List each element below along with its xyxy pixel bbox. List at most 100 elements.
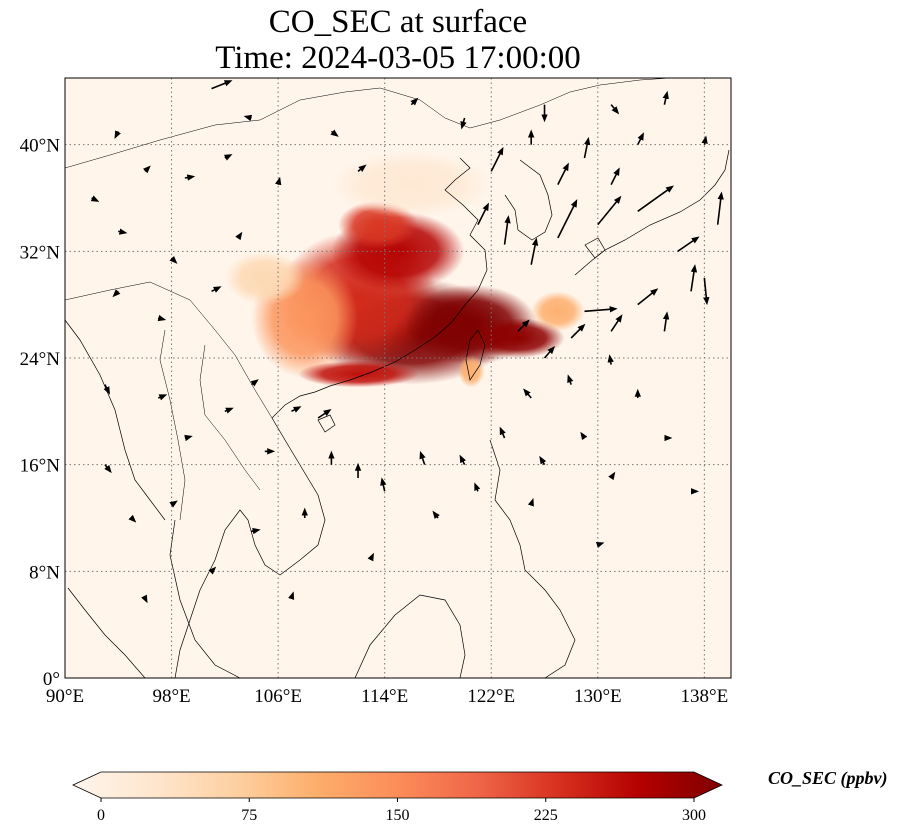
coastline-borneo [354, 594, 466, 678]
wind-arrow [610, 314, 623, 332]
latitude-tick-label: 40°N [20, 136, 61, 157]
colorbar-tick-label: 75 [241, 807, 257, 824]
wind-arrow [251, 527, 261, 535]
wind-arrow [677, 236, 700, 252]
wind-arrow [211, 286, 222, 293]
wind-arrow [490, 146, 504, 172]
coastline-korea [504, 159, 553, 241]
wind-arrow [716, 191, 724, 225]
border-land-3 [159, 329, 186, 521]
wind-arrow [112, 289, 121, 298]
wind-arrow [419, 450, 426, 465]
wind-arrow [459, 454, 467, 466]
wind-arrow [690, 264, 698, 292]
wind-arrow [703, 277, 710, 306]
colorbar-label: CO_SEC (ppbv) [768, 768, 888, 788]
longitude-tick-label: 114°E [361, 686, 408, 707]
co-concentration-blob [471, 318, 565, 358]
wind-arrow [157, 314, 167, 322]
wind-arrow [169, 255, 178, 264]
coastline-hainan [317, 414, 336, 433]
wind-arrow [141, 594, 148, 604]
wind-arrow [357, 164, 367, 173]
wind-arrow [607, 354, 614, 365]
wind-arrow [527, 498, 534, 507]
coastline-taiwan [465, 329, 486, 381]
longitude-tick-label: 138°E [681, 686, 729, 707]
latitude-tick-label: 32°N [20, 242, 61, 263]
latitude-tick-label: 16°N [20, 456, 61, 477]
wind-arrow [530, 237, 539, 265]
longitude-tick-label: 106°E [254, 686, 302, 707]
wind-arrow [517, 319, 530, 332]
map-frame [64, 77, 732, 679]
wind-arrow [184, 174, 196, 181]
latitude-tick-label: 24°N [20, 349, 61, 370]
wind-arrow [701, 135, 708, 145]
wind-arrow [90, 195, 100, 202]
wind-arrow [610, 104, 620, 115]
wind-arrow [597, 195, 622, 226]
wind-arrow [539, 455, 547, 466]
wind-arrow [608, 471, 616, 481]
wind-arrow [499, 426, 506, 439]
wind-arrow [211, 80, 233, 90]
wind-arrow [477, 202, 489, 226]
coastline-bay-of-bengal [65, 319, 166, 521]
co-concentration-blob [531, 291, 585, 332]
wind-arrow [662, 311, 670, 332]
plot-title: CO_SEC at surface [268, 4, 528, 40]
colorbar: 0 75 150 225 300 [72, 771, 723, 824]
wind-arrow [432, 510, 440, 519]
coastlines-borders [65, 78, 730, 678]
wind-arrow [250, 379, 259, 387]
wind-arrow [570, 323, 586, 339]
wind-arrow [208, 566, 217, 575]
wind-arrow [169, 500, 178, 508]
wind-arrow [474, 482, 481, 492]
map-area[interactable] [64, 77, 732, 679]
wind-arrow [223, 154, 233, 161]
wind-arrow [584, 306, 618, 313]
coastline-philippines [489, 439, 576, 678]
wind-arrow [367, 552, 374, 562]
colorbar-tick-label: 0 [97, 807, 105, 824]
wind-arrow [114, 130, 121, 139]
wind-arrow [543, 345, 556, 359]
wind-arrow [637, 288, 659, 306]
co-concentration-blob [298, 360, 418, 388]
wind-arrow [460, 117, 467, 130]
coastline-kyushu [584, 237, 606, 259]
border-land-2 [199, 344, 261, 491]
wind-arrow [595, 541, 605, 549]
wind-arrow [523, 388, 532, 399]
co-concentration-blob [457, 355, 485, 388]
wind-arrow [637, 132, 644, 146]
longitude-axis: 90°E 98°E 106°E 114°E 122°E 130°E 138°E [46, 686, 728, 707]
wind-arrow [142, 165, 151, 174]
border-land-4 [65, 78, 671, 169]
wind-arrow [503, 215, 511, 245]
latitude-tick-label: 8°N [29, 562, 60, 583]
longitude-tick-label: 122°E [467, 686, 515, 707]
co-sec-concentration-field [224, 151, 585, 388]
wind-arrow [662, 90, 669, 105]
wind-arrow [330, 129, 339, 137]
wind-arrow [610, 167, 620, 186]
wind-arrow [317, 409, 332, 419]
wind-arrow [128, 514, 137, 523]
latitude-axis: 0° 8°N 16°N 24°N 32°N 40°N [20, 136, 61, 690]
coastline-sumatra [67, 587, 146, 678]
wind-arrow [103, 384, 110, 395]
wind-arrow [583, 136, 591, 159]
wind-arrow [275, 176, 282, 186]
wind-arrow [567, 374, 574, 385]
wind-arrow [380, 477, 387, 492]
wind-arrow [104, 464, 112, 474]
longitude-tick-label: 90°E [46, 686, 84, 707]
latitude-tick-label: 0° [43, 669, 60, 690]
wind-vectors [90, 80, 724, 604]
coastline-indochina [174, 417, 326, 678]
